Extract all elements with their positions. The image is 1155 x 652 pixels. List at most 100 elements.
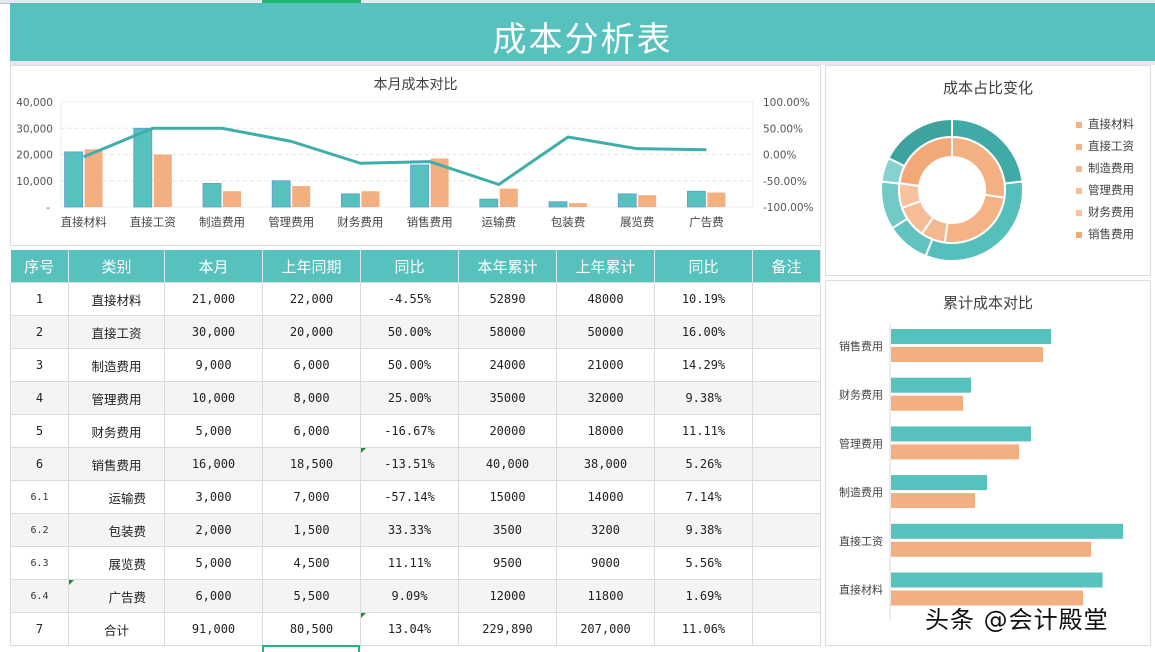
cell-last-ytd[interactable]: 3200 [556,513,655,547]
cell-ytd[interactable]: 20000 [458,414,557,448]
cell-row-category[interactable]: 销售费用 [68,447,165,481]
header-this-month[interactable]: 本月 [164,250,263,283]
legend-item[interactable]: 直接材料 [1076,116,1134,132]
legend-item[interactable]: 管理费用 [1076,182,1134,198]
cell-yoy[interactable]: -57.14% [360,480,459,514]
cell-this-month[interactable]: 16,000 [164,447,263,481]
cell-last-ytd[interactable]: 38,000 [556,447,655,481]
cell-notes[interactable] [752,414,821,448]
cell-last-ytd[interactable]: 207,000 [556,612,655,646]
legend-item[interactable]: 制造费用 [1076,160,1134,176]
cell-this-month[interactable]: 21,000 [164,282,263,316]
cell-row-index[interactable]: 3 [10,348,69,382]
header-notes[interactable]: 备注 [752,250,821,283]
cell-row-category[interactable]: 管理费用 [68,381,165,415]
cell-row-category[interactable]: 直接材料 [68,282,165,316]
cell-row-index[interactable]: 5 [10,414,69,448]
cell-last-year-same-period[interactable]: 5,500 [262,579,361,613]
header-last-year-same-period[interactable]: 上年同期 [262,250,361,283]
cell-last-year-same-period[interactable]: 7,000 [262,480,361,514]
cell-yoy[interactable]: 50.00% [360,315,459,349]
cost-share-chart[interactable]: 成本占比变化 直接材料 直接工资 制造费用 管理费用 财务费用 销售费用 [825,65,1151,276]
cell-ytd-yoy[interactable]: 14.29% [654,348,753,382]
cell-yoy[interactable]: 25.00% [360,381,459,415]
cell-ytd-yoy[interactable]: 1.69% [654,579,753,613]
cell-notes[interactable] [752,447,821,481]
legend-item[interactable]: 销售费用 [1076,226,1134,242]
cell-ytd-yoy[interactable]: 5.56% [654,546,753,580]
header-index[interactable]: 序号 [10,250,69,283]
cell-this-month[interactable]: 5,000 [164,414,263,448]
cell-notes[interactable] [752,348,821,382]
cell-yoy[interactable]: 11.11% [360,546,459,580]
cell-yoy[interactable]: 9.09% [360,579,459,613]
cell-row-category[interactable]: 财务费用 [68,414,165,448]
cell-row-index[interactable]: 6.1 [10,480,69,514]
cell-row-index[interactable]: 7 [10,612,69,646]
cell-notes[interactable] [752,282,821,316]
cell-last-year-same-period[interactable]: 8,000 [262,381,361,415]
cell-ytd[interactable]: 12000 [458,579,557,613]
cell-row-category[interactable]: 广告费 [68,579,165,613]
cell-notes[interactable] [752,579,821,613]
cell-row-category[interactable]: 运输费 [68,480,165,514]
cell-this-month[interactable]: 3,000 [164,480,263,514]
header-category[interactable]: 类别 [68,250,165,283]
cell-yoy[interactable]: -16.67% [360,414,459,448]
cell-ytd-yoy[interactable]: 5.26% [654,447,753,481]
legend-item[interactable]: 直接工资 [1076,138,1134,154]
cell-ytd[interactable]: 52890 [458,282,557,316]
cell-last-year-same-period[interactable]: 1,500 [262,513,361,547]
cell-ytd-yoy[interactable]: 16.00% [654,315,753,349]
cell-yoy[interactable]: 50.00% [360,348,459,382]
cell-ytd[interactable]: 58000 [458,315,557,349]
cell-notes[interactable] [752,612,821,646]
cell-this-month[interactable]: 9,000 [164,348,263,382]
cell-ytd-yoy[interactable]: 9.38% [654,381,753,415]
cell-notes[interactable] [752,381,821,415]
cell-row-index[interactable]: 6 [10,447,69,481]
cell-row-index[interactable]: 4 [10,381,69,415]
legend-item[interactable]: 财务费用 [1076,204,1134,220]
cell-yoy[interactable]: 13.04% [360,612,459,646]
cell-yoy[interactable]: -4.55% [360,282,459,316]
cell-this-month[interactable]: 91,000 [164,612,263,646]
cell-ytd[interactable]: 35000 [458,381,557,415]
cell-ytd[interactable]: 40,000 [458,447,557,481]
cell-row-index[interactable]: 1 [10,282,69,316]
cell-this-month[interactable]: 2,000 [164,513,263,547]
cell-row-index[interactable]: 6.2 [10,513,69,547]
cell-ytd-yoy[interactable]: 10.19% [654,282,753,316]
cell-this-month[interactable]: 10,000 [164,381,263,415]
cell-last-ytd[interactable]: 21000 [556,348,655,382]
cell-row-index[interactable]: 2 [10,315,69,349]
header-yoy[interactable]: 同比 [360,250,459,283]
cell-ytd-yoy[interactable]: 7.14% [654,480,753,514]
cell-last-ytd[interactable]: 9000 [556,546,655,580]
cell-last-ytd[interactable]: 18000 [556,414,655,448]
monthly-cost-chart[interactable]: 本月成本对比 40,000 100.00% 30,000 50.00% 20,000 0.… [10,65,821,246]
header-ytd-yoy[interactable]: 同比 [654,250,753,283]
cumulative-cost-chart[interactable]: 累计成本对比 销售费用 财务费用 管理费用 制造费用 直接工资 直接材料 [825,280,1151,646]
cell-this-month[interactable]: 5,000 [164,546,263,580]
cell-row-index[interactable]: 6.3 [10,546,69,580]
cell-ytd-yoy[interactable]: 11.06% [654,612,753,646]
cell-row-category[interactable]: 包装费 [68,513,165,547]
header-ytd[interactable]: 本年累计 [458,250,557,283]
cell-ytd-yoy[interactable]: 11.11% [654,414,753,448]
cell-row-category[interactable]: 合计 [68,612,165,646]
cell-ytd[interactable]: 9500 [458,546,557,580]
cell-ytd[interactable]: 15000 [458,480,557,514]
cell-row-category[interactable]: 直接工资 [68,315,165,349]
cell-row-category[interactable]: 展览费 [68,546,165,580]
cell-ytd[interactable]: 3500 [458,513,557,547]
cell-notes[interactable] [752,513,821,547]
cell-last-year-same-period[interactable]: 6,000 [262,348,361,382]
cell-this-month[interactable]: 6,000 [164,579,263,613]
cell-yoy[interactable]: 33.33% [360,513,459,547]
cell-last-year-same-period[interactable]: 6,000 [262,414,361,448]
cell-row-category[interactable]: 制造费用 [68,348,165,382]
cell-last-ytd[interactable]: 14000 [556,480,655,514]
cell-last-year-same-period[interactable]: 4,500 [262,546,361,580]
cell-last-year-same-period[interactable]: 20,000 [262,315,361,349]
